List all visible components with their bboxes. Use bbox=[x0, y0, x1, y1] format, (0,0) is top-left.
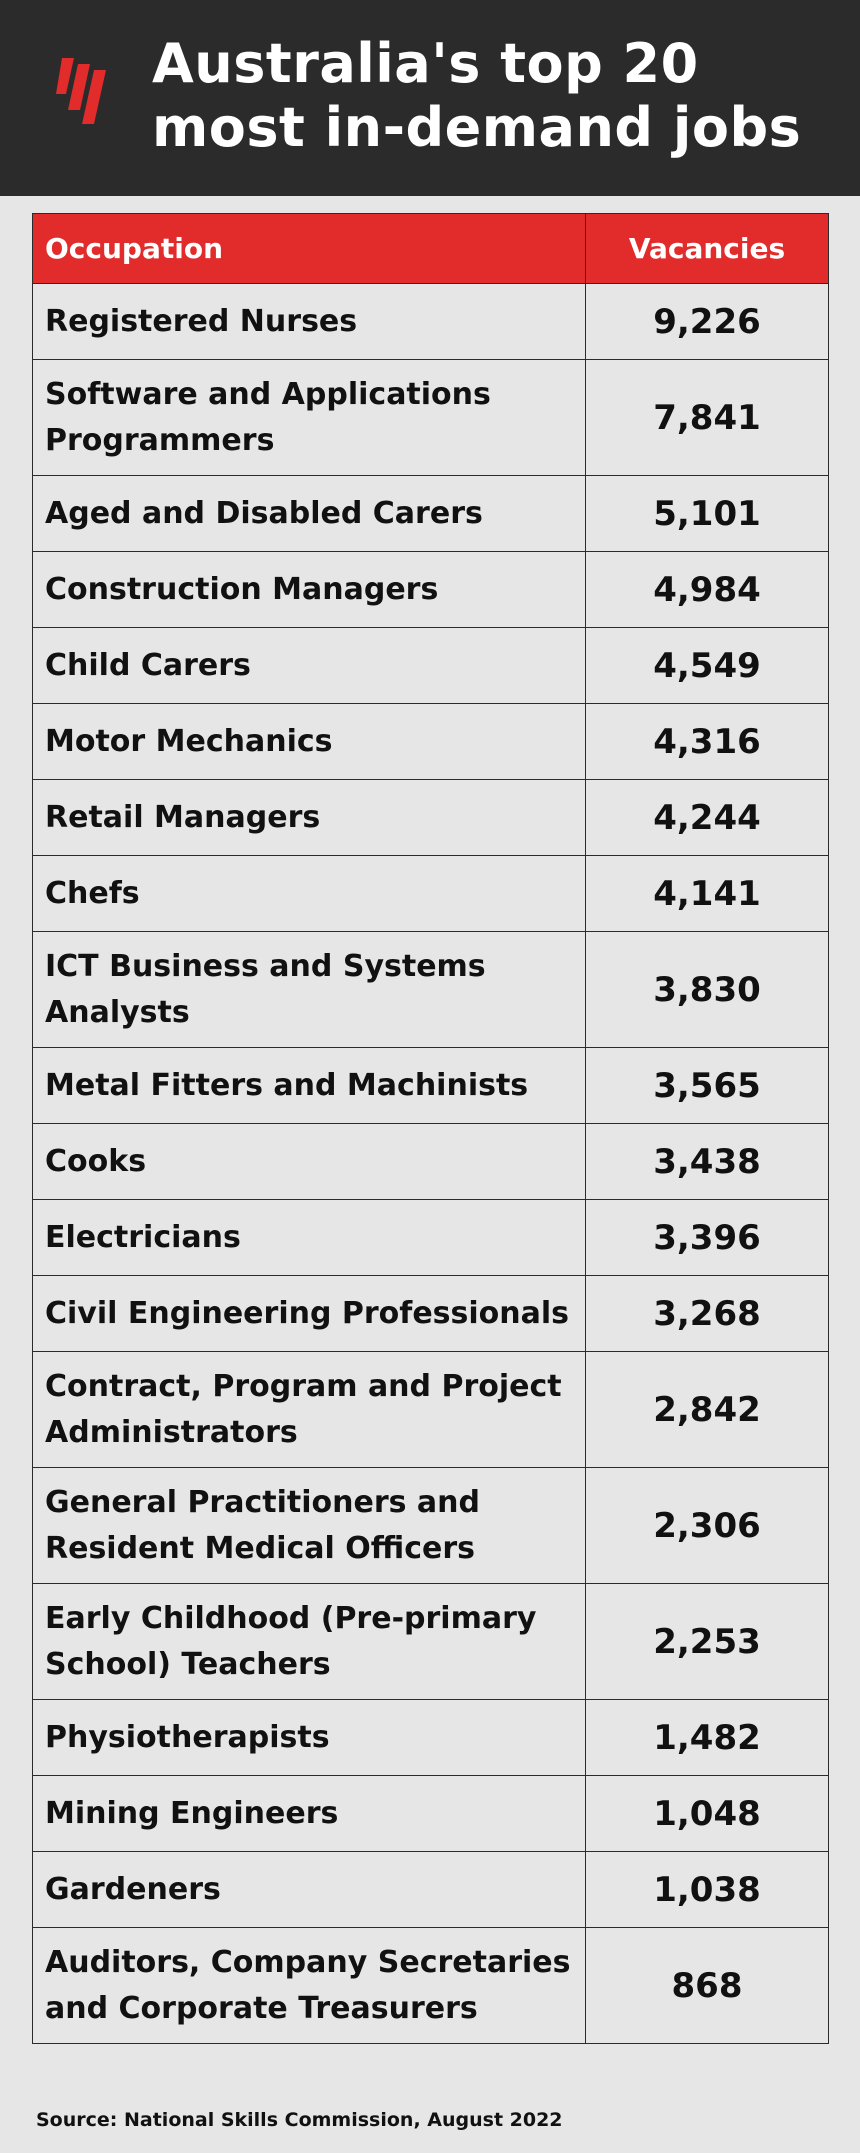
table-row: Electricians 3,396 bbox=[32, 1199, 829, 1276]
vacancies-cell: 4,141 bbox=[585, 855, 829, 932]
vacancies-cell: 1,038 bbox=[585, 1851, 829, 1928]
vacancies-cell: 4,984 bbox=[585, 551, 829, 628]
table-row: Civil Engineering Professionals 3,268 bbox=[32, 1275, 829, 1352]
vacancies-cell: 2,842 bbox=[585, 1351, 829, 1468]
table-row: Chefs 4,141 bbox=[32, 855, 829, 932]
vacancies-cell: 5,101 bbox=[585, 475, 829, 552]
occupation-cell: Construction Managers bbox=[32, 551, 586, 628]
occupation-cell: Auditors, Company Secretaries and Corpor… bbox=[32, 1927, 586, 2044]
vacancies-cell: 3,438 bbox=[585, 1123, 829, 1200]
vacancies-cell: 9,226 bbox=[585, 283, 829, 360]
table-row: Gardeners 1,038 bbox=[32, 1851, 829, 1928]
occupation-cell: Gardeners bbox=[32, 1851, 586, 1928]
occupation-cell: Software and Applications Programmers bbox=[32, 359, 586, 476]
vacancies-cell: 868 bbox=[585, 1927, 829, 2044]
table-row: Metal Fitters and Machinists 3,565 bbox=[32, 1047, 829, 1124]
vacancies-cell: 7,841 bbox=[585, 359, 829, 476]
occupation-cell: Aged and Disabled Carers bbox=[32, 475, 586, 552]
occupation-cell: Early Childhood (Pre-primary School) Tea… bbox=[32, 1583, 586, 1700]
occupation-cell: Retail Managers bbox=[32, 779, 586, 856]
table-row: Child Carers 4,549 bbox=[32, 627, 829, 704]
occupation-cell: Child Carers bbox=[32, 627, 586, 704]
column-header-vacancies: Vacancies bbox=[585, 213, 829, 284]
vacancies-cell: 3,268 bbox=[585, 1275, 829, 1352]
occupation-cell: Civil Engineering Professionals bbox=[32, 1275, 586, 1352]
table-row: Physiotherapists 1,482 bbox=[32, 1699, 829, 1776]
table-row: Motor Mechanics 4,316 bbox=[32, 703, 829, 780]
vacancies-cell: 4,316 bbox=[585, 703, 829, 780]
occupation-cell: ICT Business and Systems Analysts bbox=[32, 931, 586, 1048]
vacancies-cell: 3,396 bbox=[585, 1199, 829, 1276]
sbs-logo-icon bbox=[56, 58, 106, 124]
occupation-cell: Mining Engineers bbox=[32, 1775, 586, 1852]
column-header-occupation: Occupation bbox=[32, 213, 586, 284]
occupation-cell: Contract, Program and Project Administra… bbox=[32, 1351, 586, 1468]
header-banner: Australia's top 20 most in-demand jobs bbox=[0, 0, 860, 196]
vacancies-cell: 4,549 bbox=[585, 627, 829, 704]
occupation-cell: Cooks bbox=[32, 1123, 586, 1200]
table-row: Construction Managers 4,984 bbox=[32, 551, 829, 628]
jobs-table-container: Occupation Vacancies Registered Nurses 9… bbox=[32, 213, 829, 2044]
jobs-table: Occupation Vacancies Registered Nurses 9… bbox=[32, 213, 829, 2044]
vacancies-cell: 2,253 bbox=[585, 1583, 829, 1700]
table-header-row: Occupation Vacancies bbox=[32, 213, 829, 284]
occupation-cell: Registered Nurses bbox=[32, 283, 586, 360]
page-title: Australia's top 20 most in-demand jobs bbox=[152, 32, 802, 159]
occupation-cell: Chefs bbox=[32, 855, 586, 932]
source-note: Source: National Skills Commission, Augu… bbox=[36, 2109, 563, 2131]
occupation-cell: Physiotherapists bbox=[32, 1699, 586, 1776]
table-row: Registered Nurses 9,226 bbox=[32, 283, 829, 360]
table-row: Cooks 3,438 bbox=[32, 1123, 829, 1200]
vacancies-cell: 3,830 bbox=[585, 931, 829, 1048]
occupation-cell: General Practitioners and Resident Medic… bbox=[32, 1467, 586, 1584]
vacancies-cell: 4,244 bbox=[585, 779, 829, 856]
table-row: Contract, Program and Project Administra… bbox=[32, 1351, 829, 1468]
table-row: Mining Engineers 1,048 bbox=[32, 1775, 829, 1852]
occupation-cell: Metal Fitters and Machinists bbox=[32, 1047, 586, 1124]
occupation-cell: Motor Mechanics bbox=[32, 703, 586, 780]
table-row: Retail Managers 4,244 bbox=[32, 779, 829, 856]
vacancies-cell: 2,306 bbox=[585, 1467, 829, 1584]
table-row: Aged and Disabled Carers 5,101 bbox=[32, 475, 829, 552]
table-row: Early Childhood (Pre-primary School) Tea… bbox=[32, 1583, 829, 1700]
table-row: Software and Applications Programmers 7,… bbox=[32, 359, 829, 476]
table-row: ICT Business and Systems Analysts 3,830 bbox=[32, 931, 829, 1048]
vacancies-cell: 1,482 bbox=[585, 1699, 829, 1776]
vacancies-cell: 3,565 bbox=[585, 1047, 829, 1124]
vacancies-cell: 1,048 bbox=[585, 1775, 829, 1852]
occupation-cell: Electricians bbox=[32, 1199, 586, 1276]
table-row: General Practitioners and Resident Medic… bbox=[32, 1467, 829, 1584]
table-row: Auditors, Company Secretaries and Corpor… bbox=[32, 1927, 829, 2044]
